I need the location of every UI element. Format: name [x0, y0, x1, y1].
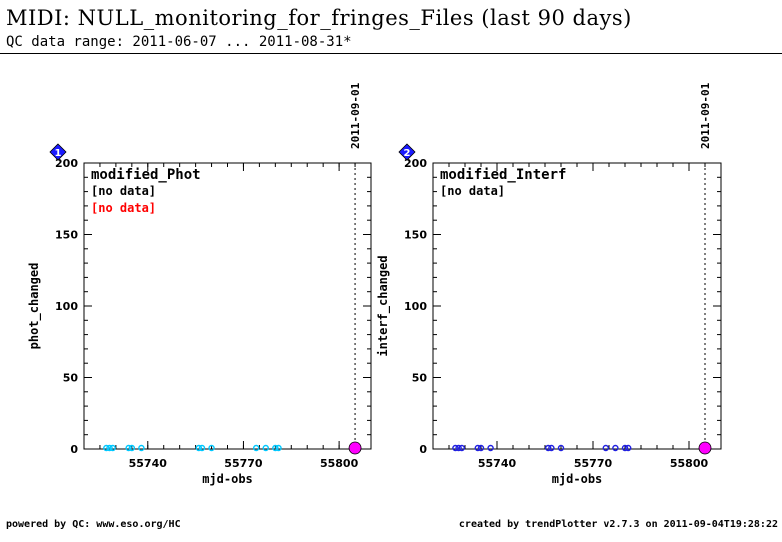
y-tick-label-2-50: 50: [412, 372, 428, 385]
data-point-2: [458, 444, 465, 452]
data-point-1: [198, 444, 206, 452]
x-tick-label-1-55800: 55800: [320, 457, 359, 470]
data-point-2: [477, 444, 485, 452]
date-marker-label-1: 2011-09-01: [349, 82, 362, 149]
y-tick-label-2-100: 100: [404, 300, 427, 313]
y-tick-label-2-200: 200: [404, 157, 427, 170]
data-point-2: [452, 444, 459, 452]
data-point-1: [125, 444, 132, 452]
data-point-1: [109, 444, 116, 452]
data-point-2: [474, 444, 481, 452]
data-point-2: [625, 444, 632, 452]
legend-entry-1-2: [no data]: [91, 201, 156, 215]
legend-entry-2-1: [no data]: [440, 184, 505, 198]
date-marker-label-2: 2011-09-01: [699, 82, 712, 149]
data-point-2: [621, 444, 629, 452]
data-point-2: [545, 444, 552, 452]
x-tick-label-1-55740: 55740: [129, 457, 168, 470]
data-point-2: [487, 444, 494, 452]
panel-badge-1: [49, 143, 67, 161]
legend-title-1: modified_Phot: [91, 167, 201, 183]
data-point-1: [208, 444, 215, 452]
data-point-2: [602, 444, 609, 452]
today-marker-1: [348, 441, 362, 455]
plot-frame-2: [432, 162, 722, 450]
y-tick-label-2-0: 0: [419, 443, 427, 456]
y-tick-label-1-50: 50: [63, 372, 79, 385]
panel-badge-label-1: 1: [55, 148, 62, 159]
x-axis-label-1: mjd-obs: [202, 472, 253, 486]
data-point-1: [253, 444, 260, 452]
panel-badge-label-2: 2: [404, 148, 411, 159]
data-point-2: [548, 444, 555, 452]
data-point-1: [106, 444, 113, 452]
data-point-1: [128, 444, 136, 452]
y-axis-label-2: interf_changed: [376, 255, 391, 356]
footer-created-by: created by trendPlotter v2.7.3 on 2011-0…: [458, 519, 778, 530]
y-axis-label-1: phot_changed: [27, 263, 42, 350]
data-point-2: [557, 444, 565, 452]
data-point-2: [612, 444, 619, 452]
data-point-1: [275, 444, 282, 452]
data-point-1: [272, 444, 279, 452]
data-point-1: [262, 444, 269, 452]
header-divider: [0, 53, 782, 54]
y-tick-label-1-100: 100: [55, 300, 78, 313]
x-axis-label-2: mjd-obs: [552, 472, 603, 486]
page-title: MIDI: NULL_monitoring_for_fringes_Files …: [6, 6, 632, 30]
y-tick-label-1-200: 200: [55, 157, 78, 170]
legend-entry-1-1: [no data]: [91, 184, 156, 198]
legend-title-2: modified_Interf: [440, 167, 566, 183]
data-point-1: [138, 444, 145, 452]
today-marker-2: [698, 441, 712, 455]
page-subtitle: QC data range: 2011-06-07 ... 2011-08-31…: [6, 34, 352, 50]
x-tick-label-1-55770: 55770: [224, 457, 263, 470]
y-tick-label-1-0: 0: [70, 443, 78, 456]
x-tick-label-2-55770: 55770: [574, 457, 613, 470]
x-tick-label-2-55740: 55740: [478, 457, 517, 470]
panel-badge-2: [398, 143, 416, 161]
y-tick-label-1-150: 150: [55, 229, 78, 242]
data-point-1: [103, 444, 110, 452]
data-point-2: [455, 444, 462, 452]
y-tick-label-2-150: 150: [404, 229, 427, 242]
data-point-1: [195, 444, 203, 452]
footer-powered-by: powered by QC: www.eso.org/HC: [6, 519, 181, 530]
x-tick-label-2-55800: 55800: [670, 457, 709, 470]
